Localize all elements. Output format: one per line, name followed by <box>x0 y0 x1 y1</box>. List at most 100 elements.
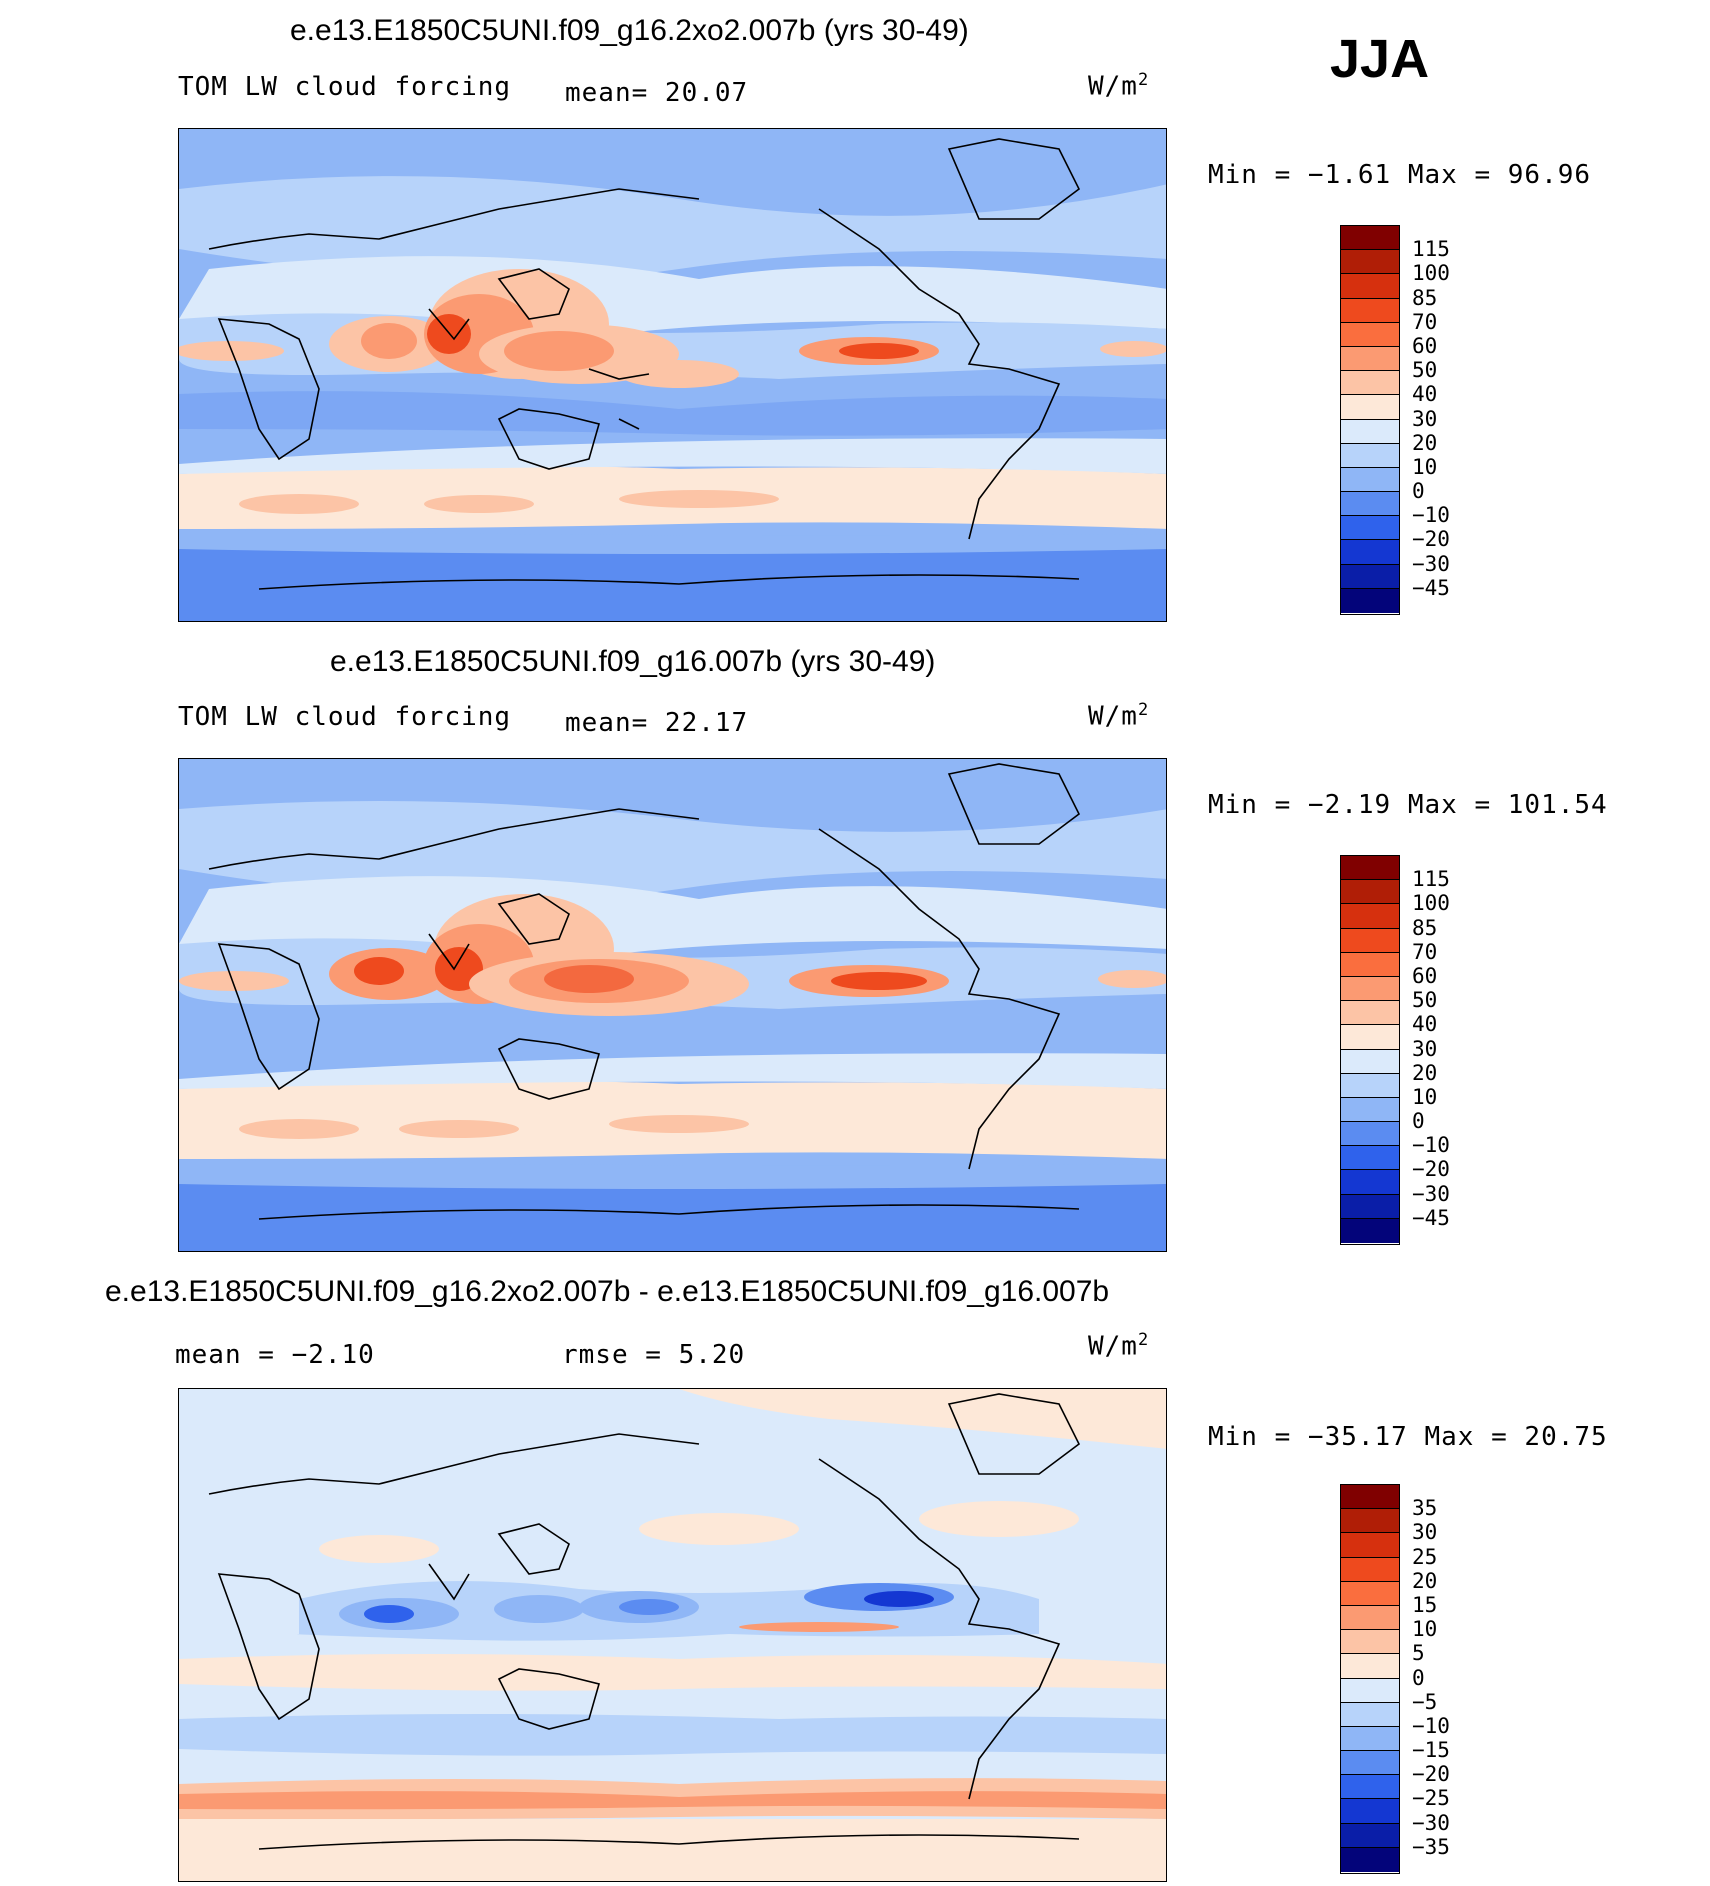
diff-colorbar-box <box>1341 1654 1399 1679</box>
main-colorbar-box <box>1341 371 1399 396</box>
panel-2-units: W/m2 <box>1088 700 1150 732</box>
main-colorbar-box <box>1341 1170 1399 1195</box>
panel-1-variable-label: TOM LW cloud forcing <box>178 72 512 102</box>
diff-colorbar-box <box>1341 1702 1399 1727</box>
colorbar-tick-label: −45 <box>1412 575 1450 600</box>
colorbar-tick-label: −20 <box>1412 527 1450 552</box>
main-colorbar-box <box>1341 588 1399 613</box>
main-colorbar-box <box>1341 1218 1399 1243</box>
panel-2-map <box>178 758 1167 1252</box>
colorbar-tick-label: 0 <box>1412 1665 1425 1690</box>
main-colorbar-box <box>1341 540 1399 565</box>
main-colorbar-box <box>1341 1194 1399 1219</box>
colorbar-tick-label: 115 <box>1412 867 1450 892</box>
season-label: JJA <box>1330 29 1430 89</box>
colorbar-tick-label: −45 <box>1412 1205 1450 1230</box>
main-colorbar-box <box>1341 564 1399 589</box>
main-colorbar-box <box>1341 516 1399 541</box>
main-colorbar-box <box>1341 976 1399 1002</box>
main-colorbar-box <box>1341 856 1399 881</box>
main-colorbar-box <box>1341 250 1399 275</box>
main-colorbar-box <box>1341 928 1399 953</box>
panel-3-map <box>178 1388 1167 1882</box>
panel-1-units: W/m2 <box>1088 70 1150 102</box>
diff-colorbar-box <box>1341 1581 1399 1606</box>
main-colorbar-box <box>1341 904 1399 929</box>
main-colorbar-box <box>1341 298 1399 323</box>
colorbar-tick-label: −30 <box>1412 551 1450 576</box>
main-colorbar-box <box>1341 952 1399 977</box>
panel-3-mean: mean = −2.10 <box>175 1340 375 1370</box>
colorbar-tick-label: −20 <box>1412 1157 1450 1182</box>
colorbar-tick-label: 100 <box>1412 891 1450 916</box>
panel-1-minmax: Min = −1.61 Max = 96.96 <box>1208 160 1592 190</box>
colorbar-tick-label: 0 <box>1412 479 1425 504</box>
colorbar-tick-label: 30 <box>1412 406 1438 431</box>
colorbar-tick-label: 20 <box>1412 430 1438 455</box>
diff-colorbar-box <box>1341 1726 1399 1752</box>
main-colorbar-box <box>1341 1097 1399 1123</box>
colorbar-tick-label: 35 <box>1412 1496 1438 1521</box>
main-colorbar-box <box>1341 1146 1399 1171</box>
main-colorbar-box <box>1341 395 1399 420</box>
panel-2-title: e.e13.E1850C5UNI.f09_g16.007b (yrs 30-49… <box>330 645 936 678</box>
colorbar-tick-label: 70 <box>1412 309 1438 334</box>
panel-1-mean: mean= 20.07 <box>565 78 749 108</box>
main-colorbar-box <box>1341 1001 1399 1026</box>
colorbar-tick-label: 15 <box>1412 1592 1438 1617</box>
diff-colorbar-box <box>1341 1847 1399 1872</box>
main-colorbar-box <box>1341 467 1399 493</box>
diff-colorbar-box <box>1341 1605 1399 1631</box>
colorbar-tick-label: 5 <box>1412 1641 1425 1666</box>
colorbar-tick-label: 10 <box>1412 454 1438 479</box>
main-colorbar-box <box>1341 443 1399 468</box>
colorbar-tick-label: 30 <box>1412 1520 1438 1545</box>
panel-3-colorbar <box>1340 1484 1400 1874</box>
diff-colorbar-box <box>1341 1533 1399 1558</box>
panel-2-variable-label: TOM LW cloud forcing <box>178 702 512 732</box>
colorbar-tick-label: 30 <box>1412 1036 1438 1061</box>
colorbar-tick-label: 50 <box>1412 988 1438 1013</box>
colorbar-tick-label: −10 <box>1412 503 1450 528</box>
panel-2-mean: mean= 22.17 <box>565 708 749 738</box>
colorbar-tick-label: 0 <box>1412 1109 1425 1134</box>
colorbar-tick-label: 50 <box>1412 358 1438 383</box>
diff-colorbar-box <box>1341 1678 1399 1703</box>
diff-colorbar-box <box>1341 1630 1399 1655</box>
colorbar-tick-label: 40 <box>1412 382 1438 407</box>
colorbar-tick-label: 115 <box>1412 237 1450 262</box>
colorbar-tick-label: −30 <box>1412 1810 1450 1835</box>
colorbar-tick-label: −15 <box>1412 1738 1450 1763</box>
main-colorbar-box <box>1341 1049 1399 1074</box>
colorbar-tick-label: 85 <box>1412 285 1438 310</box>
panel-2-minmax: Min = −2.19 Max = 101.54 <box>1208 790 1608 820</box>
colorbar-tick-label: 70 <box>1412 939 1438 964</box>
panel-1-map <box>178 128 1167 622</box>
panel-2-colorbar <box>1340 855 1400 1245</box>
main-colorbar-box <box>1341 274 1399 299</box>
panel-3-title: e.e13.E1850C5UNI.f09_g16.2xo2.007b - e.e… <box>105 1275 1110 1308</box>
colorbar-tick-label: 10 <box>1412 1617 1438 1642</box>
diff-colorbar-box <box>1341 1799 1399 1824</box>
diff-colorbar-box <box>1341 1557 1399 1582</box>
diff-colorbar-box <box>1341 1823 1399 1848</box>
colorbar-tick-label: −30 <box>1412 1181 1450 1206</box>
colorbar-tick-label: 20 <box>1412 1568 1438 1593</box>
colorbar-tick-label: 100 <box>1412 261 1450 286</box>
main-colorbar-box <box>1341 226 1399 251</box>
main-colorbar-box <box>1341 1073 1399 1098</box>
colorbar-tick-label: 40 <box>1412 1012 1438 1037</box>
main-colorbar-box <box>1341 419 1399 444</box>
colorbar-tick-label: 10 <box>1412 1084 1438 1109</box>
main-colorbar-box <box>1341 1025 1399 1050</box>
main-colorbar-box <box>1341 1122 1399 1147</box>
diff-colorbar-box <box>1341 1775 1399 1800</box>
main-colorbar-box <box>1341 880 1399 905</box>
diff-colorbar-box <box>1341 1509 1399 1534</box>
main-colorbar-box <box>1341 492 1399 517</box>
main-colorbar-box <box>1341 346 1399 372</box>
colorbar-tick-label: −5 <box>1412 1689 1438 1714</box>
panel-1-title: e.e13.E1850C5UNI.f09_g16.2xo2.007b (yrs … <box>290 14 969 47</box>
colorbar-tick-label: 85 <box>1412 915 1438 940</box>
colorbar-tick-label: 20 <box>1412 1060 1438 1085</box>
